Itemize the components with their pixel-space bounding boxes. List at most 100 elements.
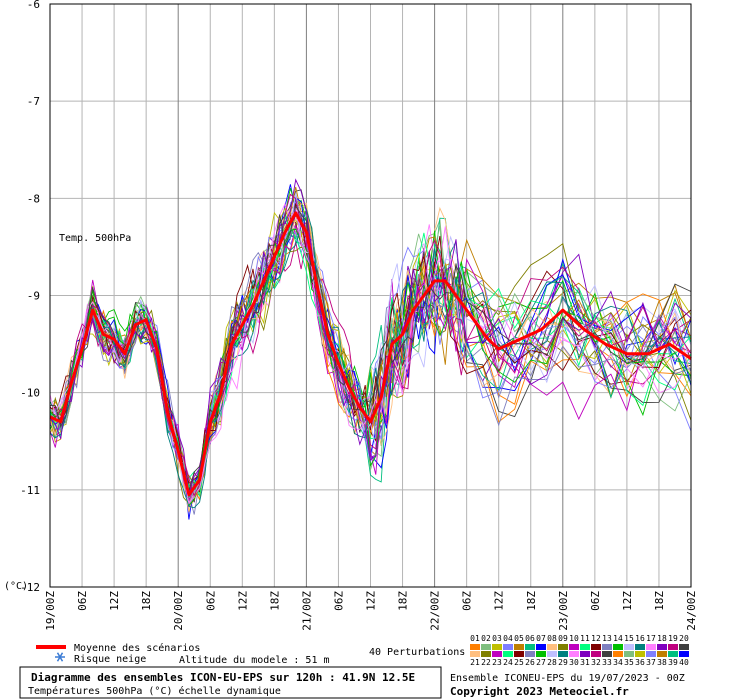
x-tick-label: 19/00Z	[44, 591, 57, 631]
palette-swatch	[547, 644, 557, 650]
palette-label: 01	[470, 634, 480, 643]
palette-swatch	[481, 651, 491, 657]
snowflake-icon	[55, 652, 65, 662]
x-tick-label: 12Z	[236, 591, 249, 611]
palette-label: 22	[481, 658, 491, 667]
x-tick-label: 06Z	[204, 591, 217, 611]
palette-label: 05	[514, 634, 524, 643]
palette-label: 30	[569, 658, 579, 667]
palette-swatch	[635, 651, 645, 657]
palette-label: 15	[624, 634, 634, 643]
x-tick-label: 12Z	[621, 591, 634, 611]
palette-label: 39	[668, 658, 678, 667]
palette-swatch	[547, 651, 557, 657]
palette-swatch	[602, 651, 612, 657]
palette-swatch	[635, 644, 645, 650]
palette-label: 28	[547, 658, 557, 667]
x-tick-label: 12Z	[108, 591, 121, 611]
model-altitude: Altitude du modele : 51 m	[179, 655, 330, 666]
palette-label: 03	[492, 634, 502, 643]
palette-label: 14	[613, 634, 623, 643]
palette-swatch	[492, 644, 502, 650]
palette-label: 19	[668, 634, 678, 643]
palette-swatch	[580, 644, 590, 650]
y-tick-label: -11	[20, 484, 40, 497]
palette-swatch	[580, 651, 590, 657]
palette-label: 31	[580, 658, 590, 667]
x-tick-label: 18Z	[268, 591, 281, 611]
palette-label: 17	[646, 634, 656, 643]
mean-line	[49, 211, 692, 497]
palette-swatch	[624, 651, 634, 657]
palette-label: 16	[635, 634, 645, 643]
snow-legend-label: Risque neige	[74, 654, 146, 665]
x-tick-label: 12Z	[365, 591, 378, 611]
x-tick-label: 06Z	[76, 591, 89, 611]
palette-label: 29	[558, 658, 568, 667]
palette-label: 12	[591, 634, 601, 643]
palette-label: 11	[580, 634, 590, 643]
palette-label: 06	[525, 634, 535, 643]
palette-swatch	[602, 644, 612, 650]
palette-label: 37	[646, 658, 656, 667]
palette-label: 23	[492, 658, 502, 667]
palette-label: 25	[514, 658, 524, 667]
palette-swatch	[646, 644, 656, 650]
palette-label: 24	[503, 658, 513, 667]
palette-swatch	[470, 644, 480, 650]
x-tick-label: 18Z	[397, 591, 410, 611]
palette-swatch	[624, 644, 634, 650]
y-tick-label: -10	[20, 387, 40, 400]
x-tick-label: 12Z	[493, 591, 506, 611]
y-tick-label: -8	[27, 192, 40, 205]
palette-label: 34	[613, 658, 623, 667]
palette-label: 32	[591, 658, 601, 667]
run-info: Ensemble ICONEU-EPS du 19/07/2023 - 00Z	[450, 673, 685, 684]
series-label: Temp. 500hPa	[59, 233, 131, 244]
palette-swatch	[481, 644, 491, 650]
palette-label: 20	[679, 634, 689, 643]
chart-subtitle: Températures 500hPa (°C) échelle dynamiq…	[28, 685, 281, 697]
palette-label: 33	[602, 658, 612, 667]
palette-swatch	[569, 644, 579, 650]
palette-swatch	[558, 651, 568, 657]
y-tick-label: -7	[27, 95, 40, 108]
palette-swatch	[679, 644, 689, 650]
member-line	[49, 192, 692, 508]
palette-swatch	[536, 644, 546, 650]
y-tick-label: -6	[27, 0, 40, 11]
y-unit-label: (°C)	[4, 581, 28, 592]
x-tick-label: 18Z	[525, 591, 538, 611]
perturbation-palette: 01 02 03 04 05 06 07 08 09 10 11 12 13 14 15 16 17 18 19 20…	[470, 634, 689, 667]
y-tick-label: -9	[27, 290, 40, 303]
chart-axes: -6 -7 -8 -9 -10 -11 -12 19/00Z 06Z 12Z 18Z 20/00Z 06…	[20, 0, 698, 631]
palette-label: 02	[481, 634, 491, 643]
palette-label: 08	[547, 634, 557, 643]
x-tick-label: 18Z	[140, 591, 153, 611]
palette-swatch	[569, 651, 579, 657]
palette-swatch	[646, 651, 656, 657]
x-tick-label: 23/00Z	[557, 591, 570, 631]
palette-label: 35	[624, 658, 634, 667]
member-line	[49, 186, 692, 502]
palette-swatch	[525, 651, 535, 657]
palette-swatch	[657, 651, 667, 657]
palette-swatch	[492, 651, 502, 657]
palette-swatch	[668, 644, 678, 650]
x-tick-label: 06Z	[589, 591, 602, 611]
member-line	[49, 205, 692, 493]
palette-swatch	[514, 651, 524, 657]
palette-label: 13	[602, 634, 612, 643]
palette-label: 26	[525, 658, 535, 667]
palette-swatch	[536, 651, 546, 657]
palette-swatch	[525, 644, 535, 650]
member-line	[49, 228, 692, 507]
member-line	[49, 193, 692, 497]
x-tick-label: 24/00Z	[685, 591, 698, 631]
palette-label: 10	[569, 634, 579, 643]
palette-swatch	[503, 644, 513, 650]
palette-label: 21	[470, 658, 480, 667]
palette-swatch	[591, 644, 601, 650]
x-tick-label: 20/00Z	[172, 591, 185, 631]
palette-swatch	[591, 651, 601, 657]
